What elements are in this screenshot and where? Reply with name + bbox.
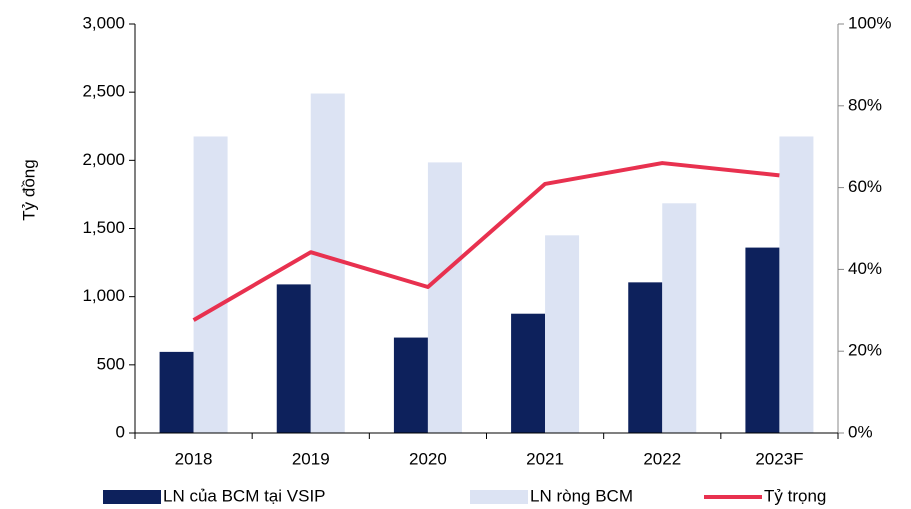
legend-swatch [470,490,528,504]
bar [393,337,428,433]
y-axis-label: Tỷ đồng [19,159,38,220]
x-tick-label: 2018 [175,449,213,468]
bar [276,284,311,433]
x-tick-label: 2019 [292,449,330,468]
legend-swatch [103,490,161,504]
y-tick-label: 0 [116,422,125,441]
y-tick-label: 500 [97,354,125,373]
y2-tick-label: 80% [848,95,882,114]
bar [662,203,697,433]
y-tick-label: 1,500 [82,218,125,237]
x-tick-label: 2020 [409,449,447,468]
y-tick-label: 1,000 [82,286,125,305]
y-tick-label: 2,000 [82,150,125,169]
y-tick-label: 2,500 [82,82,125,101]
bar [159,351,194,433]
bar [511,313,546,433]
legend-label: LN ròng BCM [530,486,633,505]
bar [310,93,345,433]
y2-tick-label: 40% [848,259,882,278]
y2-tick-label: 20% [848,341,882,360]
y2-tick-label: 60% [848,177,882,196]
bar [427,162,462,433]
bar [545,235,580,433]
x-tick-label: 2023F [755,449,803,468]
x-tick-label: 2021 [526,449,564,468]
legend-label: LN của BCM tại VSIP [163,486,326,505]
legend-label: Tỷ trọng [764,486,826,505]
bar [745,247,780,433]
bar [779,136,814,433]
x-tick-label: 2022 [643,449,681,468]
y-tick-label: 3,000 [82,13,125,32]
line [192,161,780,322]
bar [628,282,663,433]
y2-tick-label: 0% [848,422,873,441]
bar [193,136,228,433]
y2-tick-label: 100% [848,13,891,32]
